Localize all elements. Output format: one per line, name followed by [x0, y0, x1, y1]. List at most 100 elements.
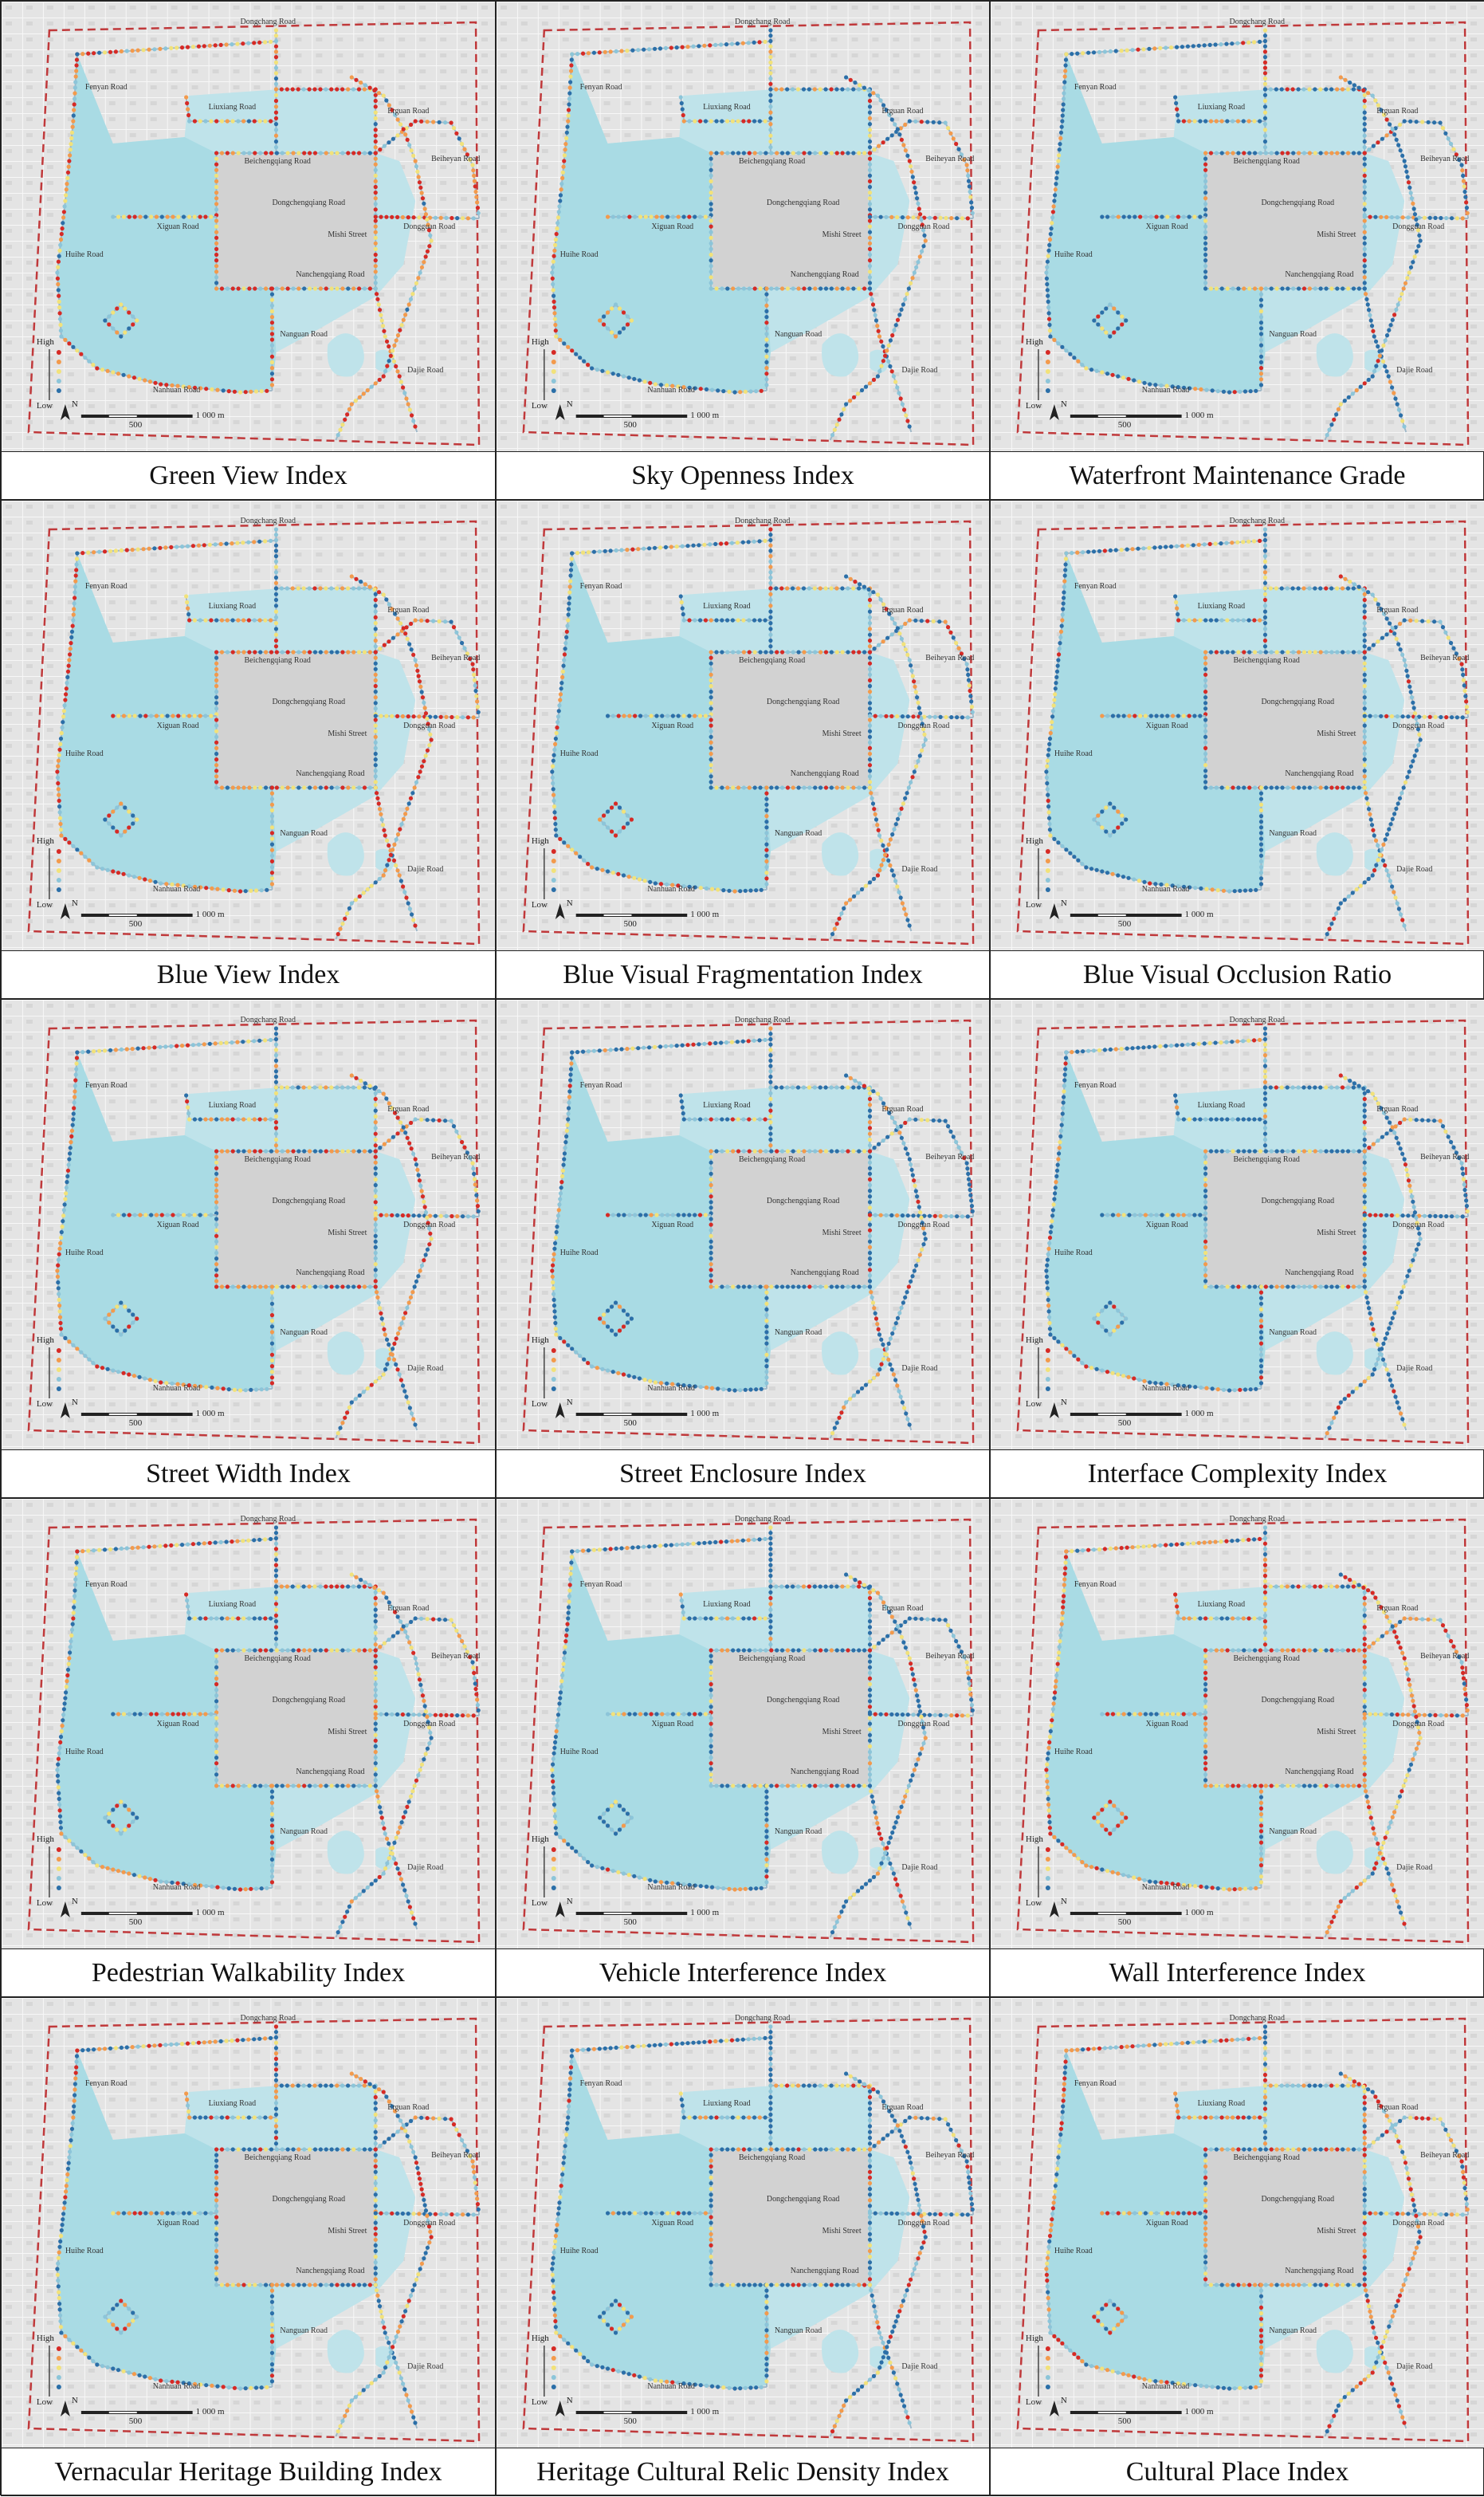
road-dot [269, 326, 275, 331]
road-dot [385, 863, 390, 867]
road-dot [373, 1268, 378, 1272]
legend-dot [551, 360, 556, 364]
road-dot [450, 215, 454, 221]
road-dot [1443, 131, 1448, 136]
road-dot [1203, 1256, 1208, 1261]
road-dot [214, 1228, 219, 1233]
road-dot [472, 678, 477, 682]
road-dot [137, 875, 142, 880]
road-dot [384, 597, 389, 602]
road-dot [1210, 1386, 1215, 1391]
road-dot [394, 837, 398, 842]
road-dot [349, 75, 354, 80]
road-dot [829, 650, 834, 655]
road-dot [1141, 47, 1146, 52]
road-dot [818, 650, 823, 655]
road-dot [881, 1342, 885, 1347]
road-dot [131, 1320, 135, 1325]
road-dot [190, 1043, 196, 1048]
road-dot [1199, 886, 1203, 891]
scale-label: 1 000 m [690, 411, 719, 420]
road-dot [857, 1085, 862, 1090]
road-dot [1045, 259, 1050, 264]
road-dot [1374, 1362, 1379, 1366]
road-dot [1108, 548, 1113, 552]
road-dot [214, 264, 219, 269]
road-dot [1181, 618, 1187, 623]
road-dot [948, 131, 953, 136]
road-label: Dongchengqiang Road [1261, 199, 1334, 207]
road-dot [554, 231, 559, 237]
road-dot [61, 1219, 65, 1224]
road-dot [1061, 102, 1066, 107]
road-dot [159, 1380, 163, 1385]
road-dot [406, 1400, 410, 1405]
road-dot [630, 1046, 635, 1051]
road-dot [1203, 1189, 1208, 1193]
road-dot [741, 650, 746, 655]
road-dot [1125, 1046, 1129, 1051]
road-dot [373, 281, 378, 285]
road-dot [373, 695, 378, 700]
road-dot [693, 714, 697, 718]
road-label: Beiheyan Road [925, 654, 974, 663]
road-dot [55, 270, 60, 275]
road-dot [649, 714, 654, 718]
road-dot [613, 1332, 618, 1337]
road-dot [1387, 1120, 1392, 1125]
road-dot [373, 1228, 378, 1233]
road-dot [967, 184, 972, 189]
road-dot [444, 714, 449, 719]
road-dot [119, 548, 124, 552]
road-dot [1274, 1284, 1279, 1289]
road-dot [913, 690, 918, 694]
road-dot [709, 258, 713, 263]
road-dot [1459, 163, 1464, 167]
road-dot [373, 162, 378, 167]
road-dot [1432, 619, 1437, 624]
road-dot [214, 1154, 219, 1159]
road-dot [1203, 275, 1208, 280]
road-dot [867, 235, 873, 240]
road-dot [400, 884, 406, 889]
road-dot [273, 1042, 279, 1047]
road-dot [731, 650, 736, 655]
road-dot [931, 1118, 936, 1123]
road-dot [1368, 817, 1373, 822]
road-dot [405, 137, 410, 142]
road-dot [307, 650, 312, 655]
road-dot [1112, 330, 1117, 335]
road-dot [356, 586, 362, 591]
road-dot [1373, 838, 1379, 843]
road-dot [591, 1048, 596, 1053]
road-dot [346, 286, 351, 291]
road-dot [605, 1368, 610, 1373]
road-dot [610, 372, 615, 376]
road-dot [818, 286, 823, 291]
road-dot [373, 196, 378, 201]
road-dot [1373, 98, 1378, 103]
road-dot [1400, 215, 1405, 220]
road-dot [1049, 726, 1054, 730]
road-dot [872, 147, 877, 152]
road-dot [137, 1374, 142, 1379]
road-dot [567, 601, 571, 606]
road-dot [473, 688, 478, 694]
road-dot [374, 1290, 379, 1295]
road-dot [1411, 1258, 1415, 1263]
road-dot [285, 650, 290, 655]
road-dot [1138, 1213, 1143, 1217]
road-dot [63, 199, 68, 203]
road-dot [1120, 813, 1125, 818]
road-dot [616, 214, 621, 219]
road-dot [404, 625, 409, 630]
road-dot [949, 715, 954, 720]
road-dot [818, 1284, 823, 1289]
road-dot [214, 184, 219, 190]
road-label: Xiguan Road [1146, 222, 1188, 231]
road-dot [143, 714, 148, 718]
road-dot [586, 550, 591, 555]
road-dot [840, 1149, 845, 1154]
road-dot [1362, 615, 1367, 619]
road-dot [610, 214, 615, 219]
